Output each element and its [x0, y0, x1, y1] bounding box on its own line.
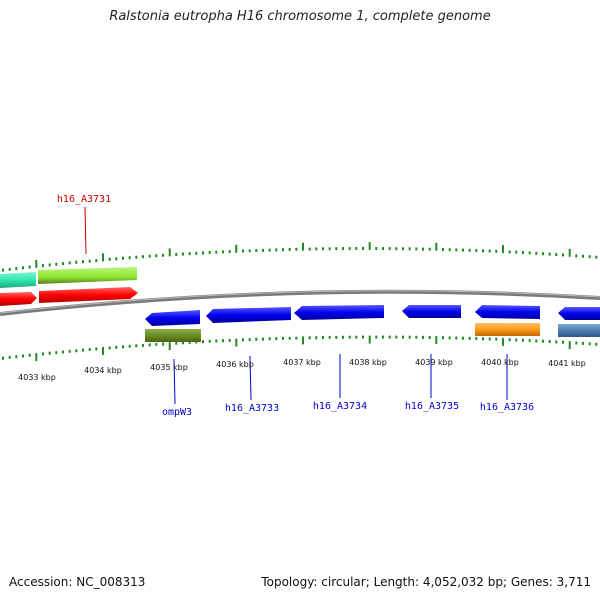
chromosome-backbone	[0, 289, 600, 316]
reverse-cds-h16-A3733	[206, 307, 291, 323]
leader-h16-A3733	[249, 355, 252, 401]
reverse-feature-orange	[475, 323, 540, 336]
length-label: Length:	[373, 575, 420, 589]
tick-label-4040: 4040 kbp	[481, 358, 519, 367]
tick-label-4037: 4037 kbp	[283, 358, 321, 367]
accession-label: Accession:	[9, 575, 73, 589]
reverse-cds-h16-A3736	[475, 305, 540, 319]
accession-value: NC_008313	[76, 575, 146, 589]
length-value: 4,052,032 bp	[422, 575, 503, 589]
reverse-cds-ompW3	[145, 310, 200, 326]
tick-label-4039: 4039 kbp	[415, 358, 453, 367]
forward-cds-h16-A3731	[39, 287, 138, 303]
tick-label-4038: 4038 kbp	[349, 358, 387, 367]
leader-h16-A3731	[84, 206, 87, 255]
reverse-cds-right-edge	[558, 307, 600, 320]
tick-label-4035: 4035 kbp	[150, 363, 188, 372]
chromosome-backbone-highlight	[0, 290, 600, 314]
reverse-cds-h16-A3734	[294, 305, 384, 320]
tick-label-4036: 4036 kbp	[216, 360, 254, 369]
reverse-feature-steel	[558, 324, 600, 337]
genome-stats: Topology: circular; Length: 4,052,032 bp…	[261, 575, 591, 589]
gene-label-h16-A3736[interactable]: h16_A3736	[480, 402, 534, 413]
forward-cds-red-left	[0, 292, 37, 306]
tick-label-4034: 4034 kbp	[84, 366, 122, 375]
map-title: Ralstonia eutropha H16 chromosome 1, com…	[109, 9, 491, 24]
forward-feature-mint	[0, 272, 36, 288]
genes-value: 3,711	[556, 575, 591, 589]
accession-info: Accession: NC_008313	[9, 575, 145, 589]
genes-label: Genes:	[510, 575, 553, 589]
reverse-cds-h16-A3735	[402, 305, 461, 318]
reverse-feature-olive	[145, 329, 201, 342]
gene-label-h16-A3734[interactable]: h16_A3734	[313, 401, 367, 412]
gene-label-h16-A3733[interactable]: h16_A3733	[225, 403, 279, 414]
gene-label-ompW3[interactable]: ompW3	[162, 407, 192, 418]
tick-label-4033: 4033 kbp	[18, 373, 56, 382]
leader-ompW3	[173, 358, 176, 405]
topology-label: Topology:	[261, 575, 318, 589]
tick-label-4041: 4041 kbp	[548, 359, 586, 368]
gene-label-h16-A3735[interactable]: h16_A3735	[405, 401, 459, 412]
gene-label-h16-A3731[interactable]: h16_A3731	[57, 194, 111, 205]
topology-value: circular	[321, 575, 366, 589]
outer-tick-row	[2, 242, 598, 272]
forward-feature-lime	[38, 267, 137, 284]
